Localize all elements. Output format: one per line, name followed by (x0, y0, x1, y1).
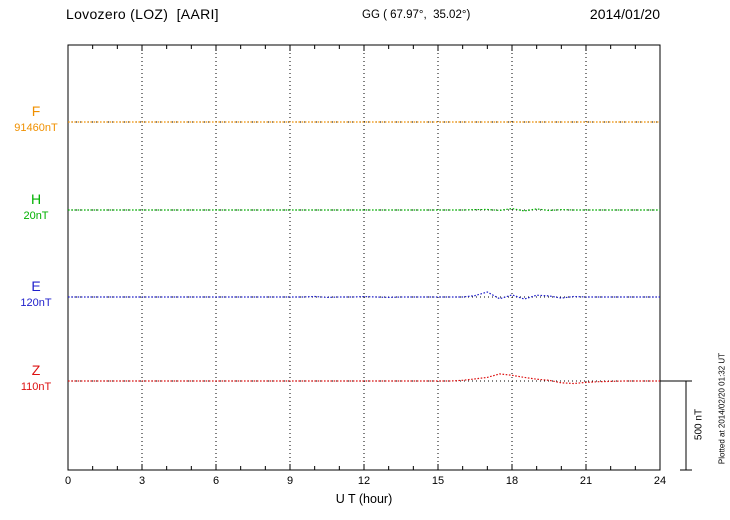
x-axis-label: U T (hour) (335, 492, 393, 506)
channel-letter-Z: Z (31, 362, 41, 378)
channel-letter-H: H (30, 191, 42, 207)
x-tick-12: 12 (357, 475, 371, 487)
plot-date: 2014/01/20 (589, 6, 660, 22)
channel-baseline-E: 120nT (20, 297, 52, 310)
x-tick-0: 0 (64, 475, 72, 487)
channel-letter-F: F (31, 103, 41, 119)
x-tick-6: 6 (212, 475, 220, 487)
geographic-coordinates: GG ( 67.97°, 35.02°) (362, 9, 471, 21)
x-tick-9: 9 (286, 475, 294, 487)
channel-baseline-F: 91460nT (14, 122, 58, 135)
channel-baseline-Z: 110nT (20, 381, 52, 394)
scale-bar-label: 500 nT (693, 408, 705, 441)
channel-label-F: F 91460nT (6, 103, 66, 135)
x-tick-21: 21 (579, 475, 593, 487)
channel-label-E: E 120nT (6, 278, 66, 310)
x-tick-18: 18 (505, 475, 519, 487)
x-tick-15: 15 (431, 475, 445, 487)
x-tick-3: 3 (138, 475, 146, 487)
x-tick-24: 24 (653, 475, 667, 487)
channel-letter-E: E (31, 278, 41, 294)
plotted-at-note: Plotted at 2014/02/20 01:32 UT (717, 352, 727, 465)
channel-baseline-H: 20nT (23, 210, 49, 223)
channel-label-H: H 20nT (6, 191, 66, 223)
channel-label-Z: Z 110nT (6, 362, 66, 394)
station-title: Lovozero (LOZ) [AARI] (66, 6, 219, 22)
